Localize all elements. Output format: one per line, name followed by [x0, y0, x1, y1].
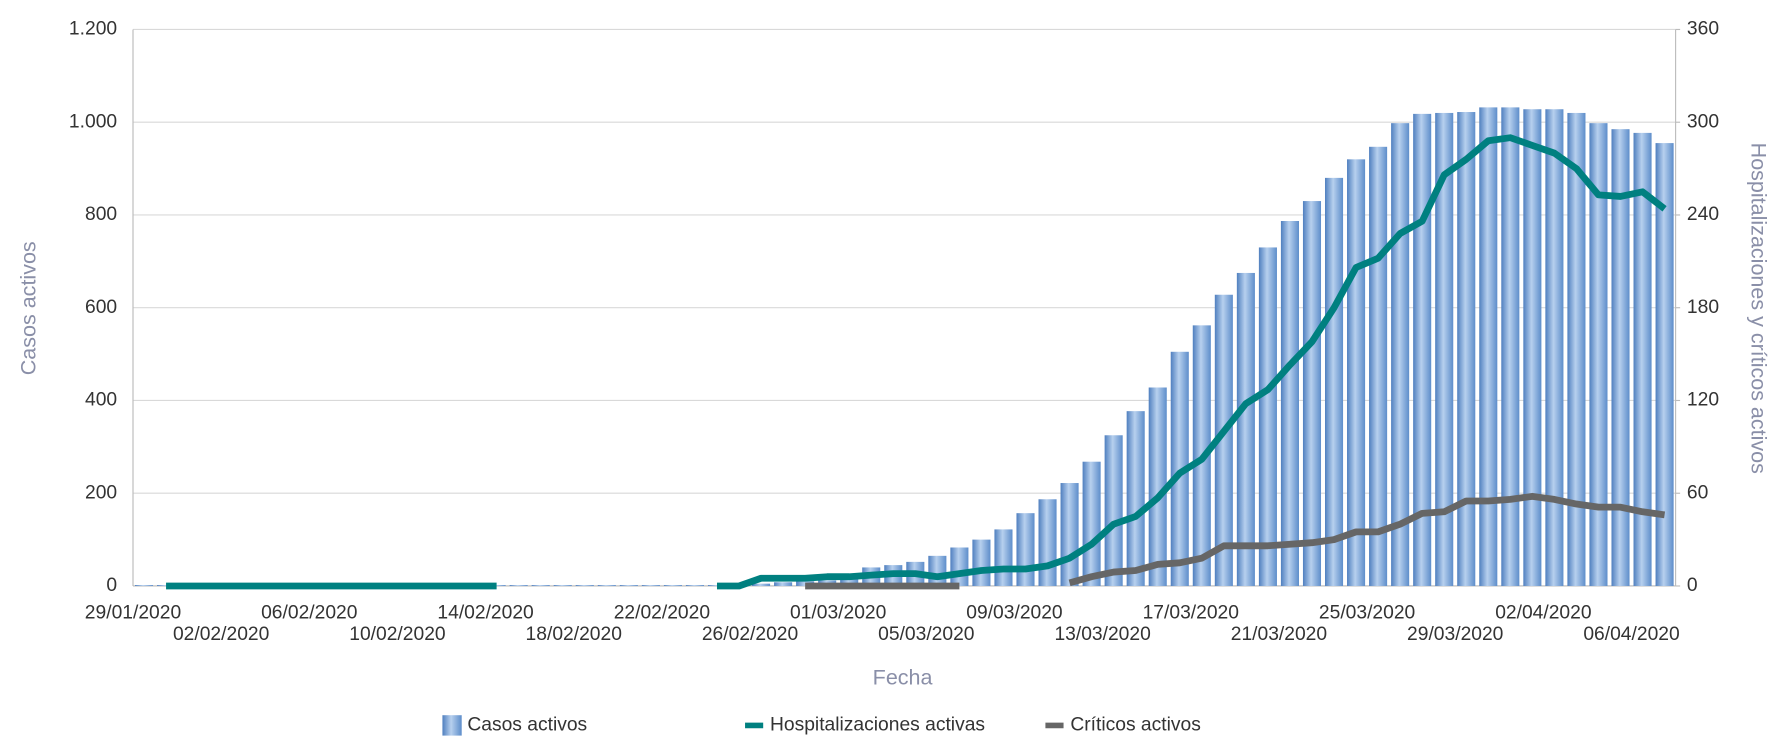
bar — [774, 582, 793, 586]
x-tick-label: 06/02/2020 — [261, 602, 357, 623]
y2-tick-label: 0 — [1687, 575, 1698, 596]
y2-tick-label: 300 — [1687, 111, 1719, 132]
bar — [1457, 112, 1476, 586]
legend-swatch — [442, 715, 462, 736]
bar — [1567, 112, 1586, 586]
x-tick-label: 22/02/2020 — [614, 602, 710, 623]
x-tick-label: 21/03/2020 — [1231, 624, 1327, 645]
bar — [1369, 146, 1388, 586]
bar — [553, 585, 572, 586]
x-tick-label: 01/03/2020 — [790, 602, 886, 623]
x-tick-label: 29/01/2020 — [85, 602, 181, 623]
y-tick-label: 1.000 — [69, 111, 117, 132]
bar — [1082, 461, 1101, 586]
x-tick-label: 25/03/2020 — [1319, 602, 1415, 623]
x-tick-label: 26/02/2020 — [702, 624, 798, 645]
bar — [1523, 109, 1542, 586]
x-tick-label: 05/03/2020 — [878, 624, 974, 645]
line — [166, 134, 1667, 590]
bar — [1501, 107, 1520, 586]
x-tick-label: 18/02/2020 — [526, 624, 622, 645]
bar — [950, 547, 969, 586]
bar — [509, 585, 528, 586]
y-tick-label: 1.200 — [69, 19, 117, 40]
line — [805, 492, 1666, 590]
bar — [1016, 513, 1035, 586]
x-tick-label: 02/04/2020 — [1495, 602, 1591, 623]
y-tick-label: 600 — [85, 297, 117, 318]
bar — [685, 585, 704, 586]
y-tick-label: 400 — [85, 390, 117, 411]
bar — [1280, 221, 1299, 586]
x-tick-label: 29/03/2020 — [1407, 624, 1503, 645]
legend-label: Hospitalizaciones activas — [770, 714, 985, 735]
bar — [1148, 387, 1167, 586]
bar — [1413, 113, 1432, 586]
bar — [1214, 294, 1233, 586]
y-tick-label: 800 — [85, 204, 117, 225]
x-tick-label: 13/03/2020 — [1054, 624, 1150, 645]
bar — [1126, 411, 1145, 586]
legend-label: Críticos activos — [1070, 714, 1201, 735]
bar — [1324, 177, 1344, 586]
bar — [597, 585, 616, 586]
bar — [1236, 272, 1255, 586]
bar — [1391, 123, 1410, 586]
x-tick-label: 09/03/2020 — [966, 602, 1062, 623]
bar — [1038, 499, 1057, 586]
bar — [1435, 112, 1454, 586]
legend-label: Casos activos — [467, 714, 587, 735]
bar — [1545, 109, 1564, 586]
y-tick-label: 0 — [106, 575, 117, 596]
bar — [1479, 107, 1498, 586]
bar — [1258, 247, 1277, 586]
bar — [994, 529, 1013, 586]
x-tick-label: 17/03/2020 — [1143, 602, 1239, 623]
bar — [1633, 132, 1652, 586]
bar — [1347, 159, 1366, 586]
bar — [641, 585, 660, 586]
bar — [928, 555, 947, 586]
x-tick-label: 02/02/2020 — [173, 624, 269, 645]
y-axis-title: Casos activos — [17, 241, 41, 375]
y2-tick-label: 360 — [1687, 19, 1719, 40]
bar — [531, 585, 550, 586]
y-tick-label: 200 — [85, 482, 117, 503]
bar — [1302, 201, 1322, 586]
x-tick-label: 10/02/2020 — [349, 624, 445, 645]
bar — [619, 585, 638, 586]
bar — [1170, 351, 1189, 586]
y2-tick-label: 60 — [1687, 482, 1708, 503]
bar — [752, 583, 771, 586]
bar — [1611, 129, 1630, 586]
y2-tick-label: 180 — [1687, 297, 1719, 318]
x-axis-title: Fecha — [873, 666, 933, 690]
x-tick-label: 06/04/2020 — [1583, 624, 1679, 645]
y2-tick-label: 240 — [1687, 204, 1719, 225]
y2-tick-label: 120 — [1687, 390, 1719, 411]
bar — [1589, 123, 1608, 586]
y2-axis-title: Hospitalizaciones y críticos activos — [1747, 143, 1771, 474]
bar — [840, 576, 859, 586]
bar — [1104, 435, 1123, 586]
bar — [1655, 143, 1674, 586]
x-tick-label: 14/02/2020 — [437, 602, 533, 623]
bar — [575, 585, 594, 586]
bar — [663, 585, 682, 586]
bar — [1060, 483, 1079, 586]
bar — [972, 539, 991, 586]
bar — [134, 585, 154, 586]
